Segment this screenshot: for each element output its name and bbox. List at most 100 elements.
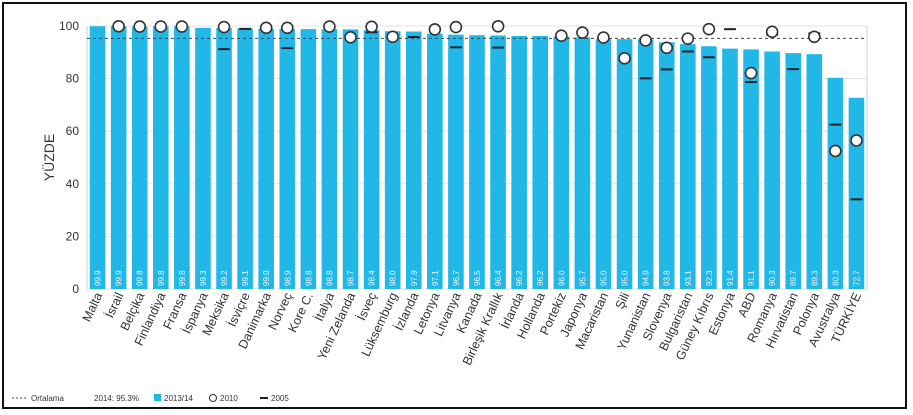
bar — [363, 30, 380, 289]
bar — [637, 39, 654, 290]
data-label: 99.9 — [94, 270, 103, 286]
y-tick-label: 60 — [66, 124, 80, 138]
bar — [806, 54, 823, 290]
bar — [405, 31, 422, 289]
data-label: 99.1 — [241, 270, 250, 286]
data-label: 96.2 — [515, 270, 524, 286]
bar — [658, 42, 675, 289]
legend-average-label: Ortalama — [31, 394, 64, 403]
marker-2010 — [639, 34, 652, 47]
bar — [532, 35, 549, 289]
bar — [764, 51, 780, 289]
data-label: 98.4 — [368, 270, 377, 286]
marker-2010 — [428, 23, 442, 36]
data-label: 99.8 — [178, 270, 187, 286]
data-label: 95.7 — [578, 270, 587, 286]
data-label: 92.3 — [705, 270, 714, 286]
data-label: 99.2 — [220, 270, 229, 286]
bar — [616, 39, 633, 290]
bar — [300, 29, 317, 289]
data-label: 96.2 — [536, 270, 545, 286]
bar — [131, 26, 148, 289]
y-tick-label: 100 — [59, 19, 79, 33]
bar — [237, 28, 253, 289]
legend-circle-swatch — [209, 394, 217, 402]
data-label: 99.9 — [115, 270, 124, 286]
data-label: 96.5 — [473, 270, 482, 286]
bar — [722, 48, 738, 290]
bar — [785, 53, 802, 289]
bar — [174, 26, 190, 289]
x-tick-label: Malta — [80, 290, 106, 324]
bar — [848, 97, 865, 289]
marker-2010 — [133, 20, 147, 33]
data-label: 99.0 — [262, 270, 271, 286]
marker-2010 — [555, 29, 568, 43]
x-tick-label: Şili — [613, 290, 633, 311]
marker-2010 — [449, 20, 463, 34]
bar — [384, 31, 401, 289]
bar — [110, 26, 127, 289]
bar — [279, 28, 296, 289]
data-label: 99.3 — [199, 270, 208, 286]
data-label: 93.1 — [684, 270, 693, 286]
legend-bar-swatch — [154, 394, 161, 401]
y-tick-label: 80 — [66, 72, 80, 86]
marker-2010 — [386, 30, 399, 44]
marker-2010 — [681, 32, 695, 45]
data-label: 91.1 — [747, 270, 756, 286]
chart-frame: 0 20 40 60 80 100 YÜZDE 99.9 99.9 99.8 99.8 99.8 99.… — [2, 2, 907, 409]
bar — [701, 46, 717, 289]
bar — [469, 35, 485, 289]
bar — [680, 44, 696, 289]
data-label: 95.0 — [599, 270, 608, 286]
legend-dash-label: 2005 — [271, 394, 289, 403]
data-label: 98.8 — [304, 270, 313, 286]
marker-2010 — [259, 21, 273, 35]
data-label: 96.4 — [494, 270, 503, 286]
bar — [342, 29, 359, 289]
bar — [152, 26, 169, 289]
data-label: 97.1 — [431, 270, 440, 286]
y-tick-label: 40 — [66, 177, 80, 191]
bar — [827, 77, 844, 289]
bar — [595, 39, 612, 290]
data-label: 95.0 — [621, 270, 630, 286]
y-axis-label: YÜZDE — [40, 134, 57, 181]
data-label: 96.0 — [557, 270, 566, 286]
marker-2010 — [576, 26, 589, 39]
bar — [511, 35, 527, 289]
bar — [553, 36, 570, 289]
marker-2010 — [365, 20, 378, 34]
marker-2010 — [807, 30, 821, 44]
bar — [216, 28, 232, 289]
bar — [89, 26, 106, 289]
data-label: 91.4 — [726, 270, 735, 286]
y-tick-label: 0 — [72, 282, 79, 296]
y-tick-label: 20 — [66, 229, 80, 243]
data-label: 98.9 — [283, 270, 292, 286]
data-label: 89.3 — [810, 270, 819, 286]
legend-bar-label: 2013/14 — [164, 394, 193, 403]
marker-2010 — [280, 21, 294, 35]
legend-average-value: 2014: 95.3% — [94, 394, 139, 403]
data-label: 99.8 — [136, 270, 145, 286]
marker-2010 — [217, 20, 231, 34]
bar — [448, 34, 464, 289]
marker-2010 — [154, 20, 168, 33]
data-label: 98.7 — [347, 270, 356, 286]
data-label: 96.7 — [452, 270, 461, 286]
data-label: 72.7 — [852, 270, 861, 286]
bar — [321, 29, 338, 289]
bar — [490, 35, 506, 289]
marker-2010 — [702, 22, 716, 36]
marker-2010 — [112, 19, 125, 33]
data-label: 80.3 — [831, 270, 840, 286]
bar-chart: 0 20 40 60 80 100 YÜZDE 99.9 99.9 99.8 99.8 99.8 99.… — [12, 19, 868, 403]
bar — [574, 37, 591, 290]
data-label: 97.9 — [410, 270, 419, 286]
marker-2010 — [323, 20, 336, 33]
marker-2010 — [618, 52, 631, 65]
data-label: 99.8 — [157, 270, 166, 286]
marker-2010 — [829, 144, 842, 158]
